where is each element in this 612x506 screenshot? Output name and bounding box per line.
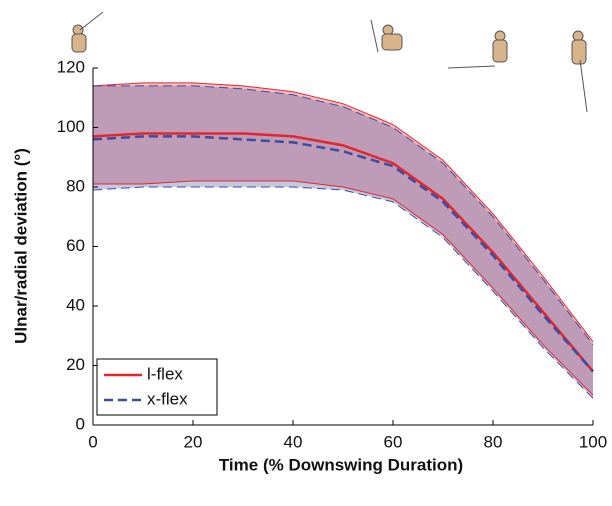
legend-label: x-flex: [147, 389, 188, 408]
band-edge: [93, 85, 594, 345]
y-tick-label: 20: [66, 355, 85, 374]
legend: l-flex x-flex: [96, 358, 218, 416]
y-tick-label: 60: [66, 236, 85, 255]
y-tick-label: 100: [57, 117, 85, 136]
x-tick-label: 60: [384, 432, 403, 451]
band: [93, 82, 593, 396]
x-tick-label: 80: [484, 432, 503, 451]
band-edge: [93, 180, 594, 396]
y-tick-label: 80: [66, 176, 85, 195]
legend-label: l-flex: [147, 364, 183, 383]
x-axis-label: Time (% Downswing Duration): [219, 455, 463, 474]
y-tick-label: 40: [66, 295, 85, 314]
x-tick-label: 100: [579, 432, 607, 451]
band: [93, 85, 593, 399]
series-line: [92, 135, 594, 373]
x-tick-label: 0: [88, 432, 97, 451]
y-tick-label: 0: [76, 414, 85, 433]
x-tick-label: 40: [284, 432, 303, 451]
band-edge: [92, 82, 594, 343]
golfer-icons: [71, 11, 588, 113]
y-tick-label: 120: [57, 57, 85, 76]
x-tick-label: 20: [184, 432, 203, 451]
y-axis-label: Ulnar/radial deviation (°): [11, 148, 30, 344]
series-line: [92, 132, 594, 373]
legend-box: [96, 358, 218, 416]
